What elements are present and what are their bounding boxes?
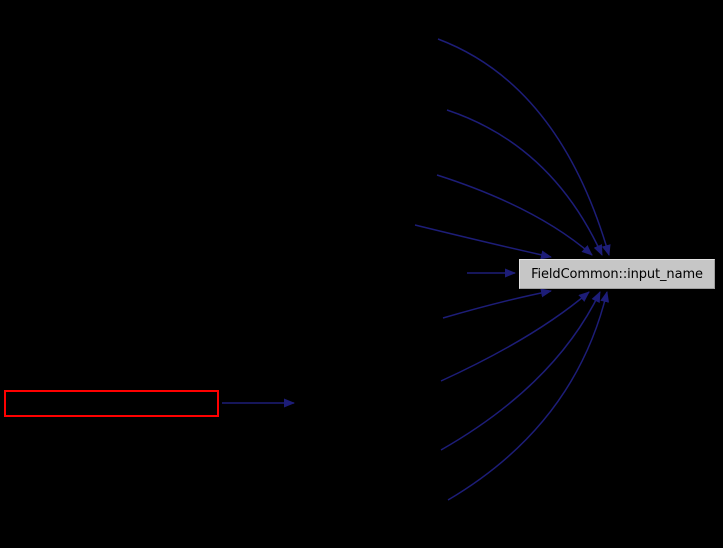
edge-6	[442, 288, 552, 319]
edge-layer	[222, 38, 611, 501]
edge-7	[440, 291, 590, 382]
caller-node-red[interactable]	[4, 390, 219, 417]
edge-9	[447, 291, 610, 501]
target-node-label: FieldCommon::input_name	[531, 266, 703, 282]
edge-3	[436, 174, 593, 256]
target-node-input-name[interactable]: FieldCommon::input_name	[519, 259, 715, 289]
edge-4	[414, 224, 552, 260]
edge-1	[437, 38, 611, 256]
edge-8	[440, 291, 601, 451]
edge-2	[446, 109, 603, 256]
